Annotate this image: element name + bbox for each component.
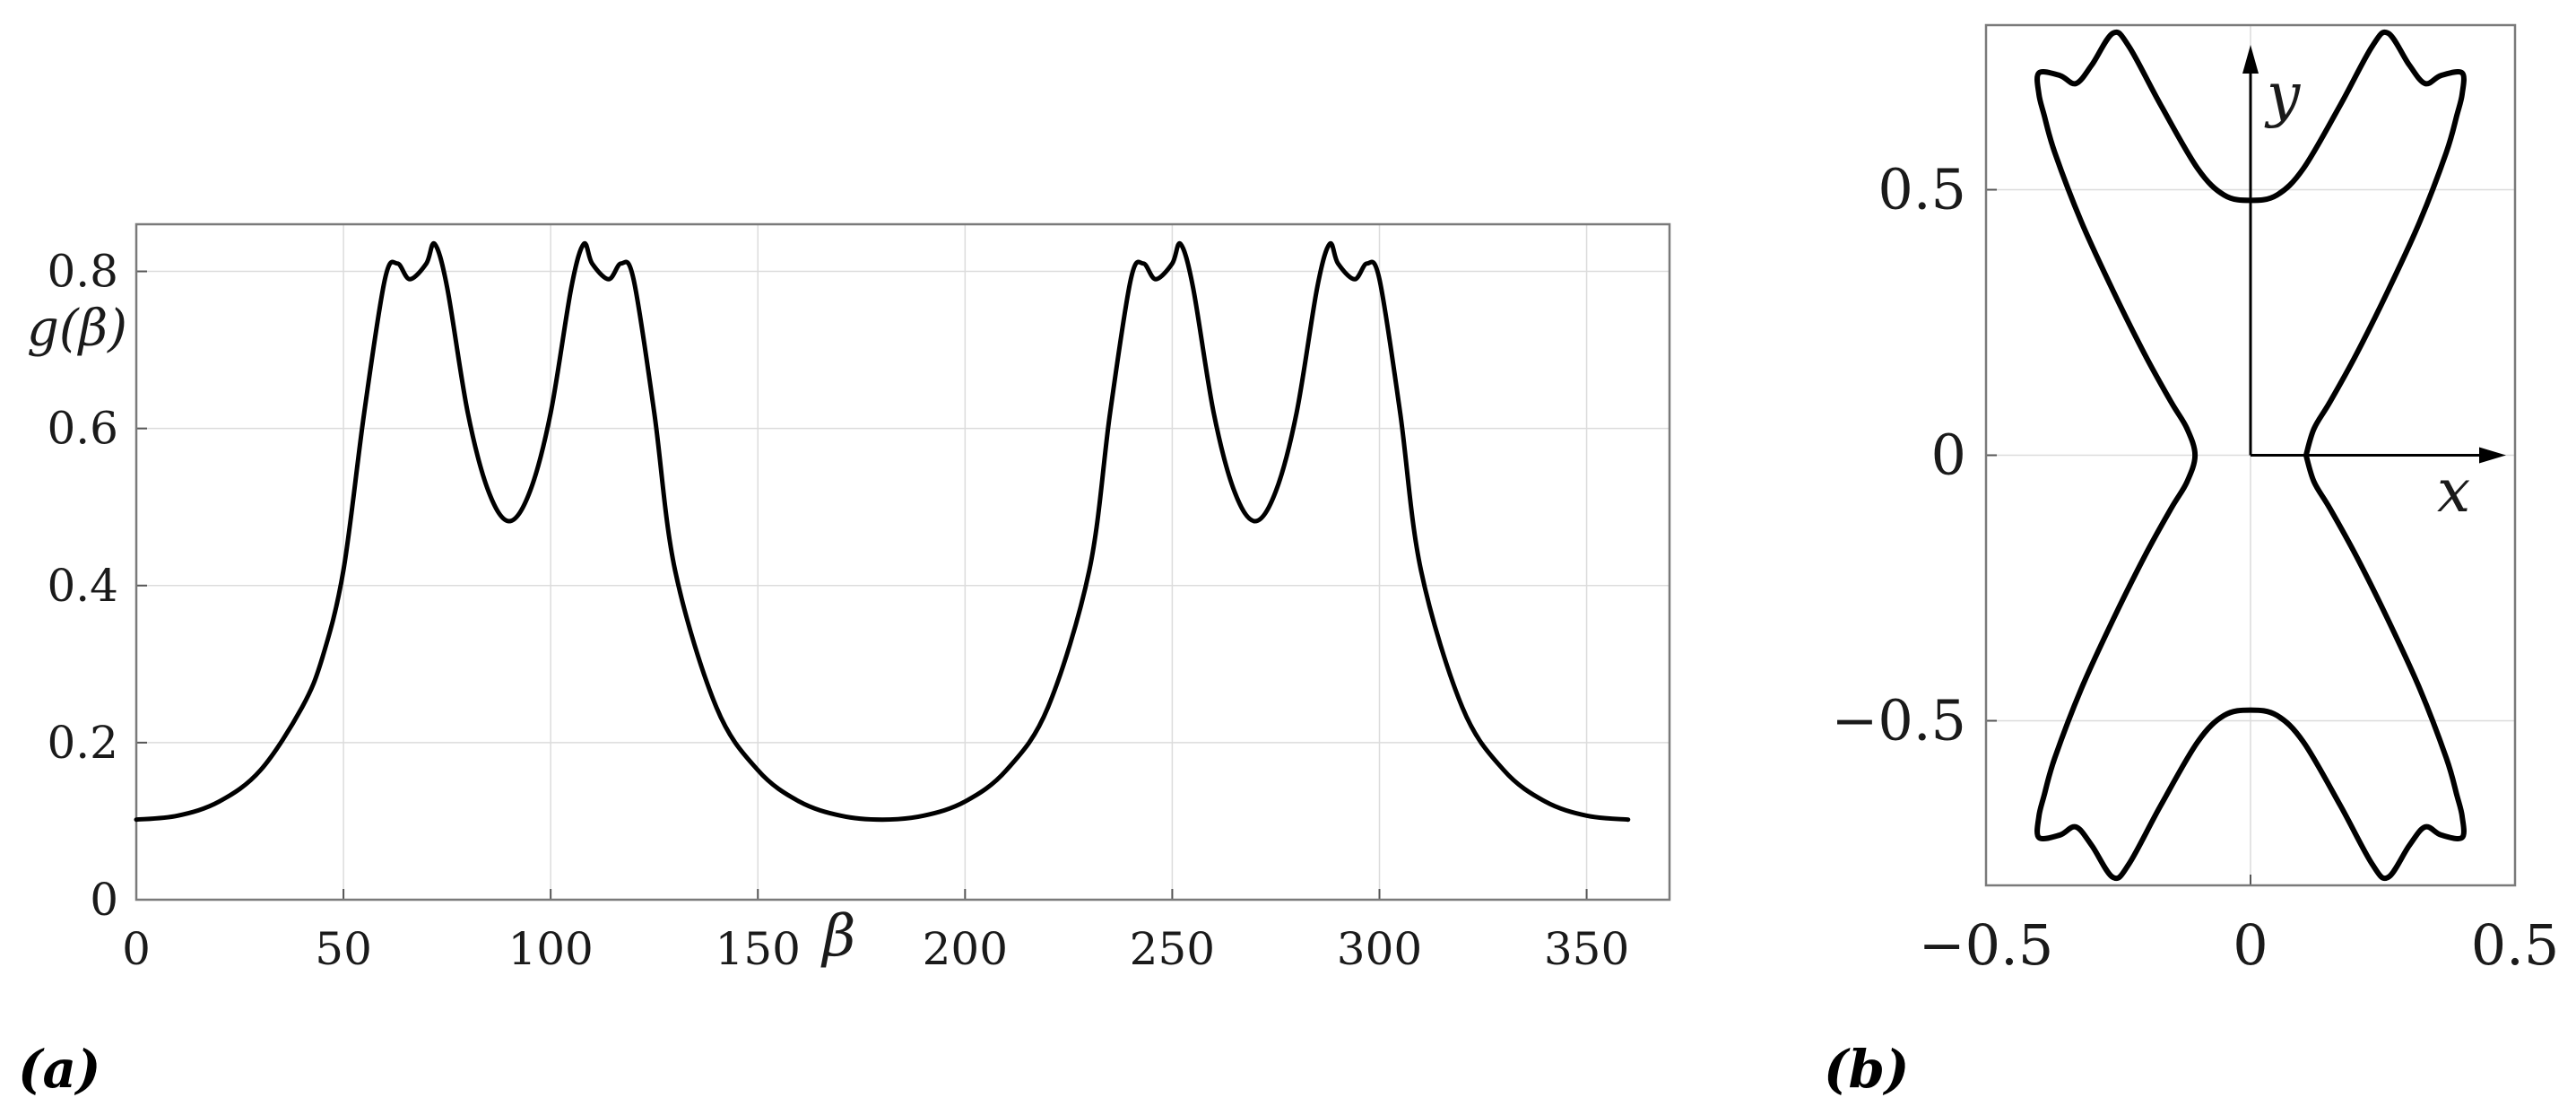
y-arrowhead-icon (2242, 45, 2259, 74)
x-tick-label: 0.5 (2471, 912, 2560, 978)
x-tick-label: 50 (315, 923, 372, 975)
chart-b-x-ticks: −0.5 0 0.5 (1919, 912, 2560, 978)
x-arrowhead-icon (2479, 447, 2506, 464)
x-tick-label: 150 (716, 923, 801, 975)
y-tick-label: −0.5 (1831, 687, 1966, 753)
y-tick-label: 0.8 (47, 246, 118, 298)
chart-a-x-axis-label: β (820, 903, 855, 970)
chart-b-y-ticks: −0.5 0 0.5 (1831, 157, 1966, 753)
y-tick-label: 0 (90, 874, 118, 926)
chart-a: 0 50 100 150 200 250 300 350 0 0.2 0.4 0.6 0.8 β g(… (18, 222, 1671, 1100)
x-tick-label: 250 (1130, 923, 1215, 975)
x-tick-label: 0 (122, 923, 151, 975)
x-tick-label: 100 (507, 923, 593, 975)
chart-a-y-ticks: 0 0.2 0.4 0.6 0.8 (47, 246, 118, 926)
x-tick-label: 300 (1337, 923, 1422, 975)
y-tick-label: 0.2 (47, 717, 118, 769)
x-tick-label: 200 (923, 923, 1008, 975)
chart-b-x-axis-label: x (2437, 457, 2470, 526)
chart-a-x-ticks: 0 50 100 150 200 250 300 350 (122, 923, 1629, 975)
y-tick-label: 0.5 (1878, 157, 1966, 222)
y-tick-label: 0.4 (47, 560, 118, 612)
x-tick-label: 350 (1544, 923, 1629, 975)
chart-a-series-line (134, 240, 1631, 823)
chart-a-grid (135, 224, 1670, 901)
chart-b-y-axis-label: y (2264, 60, 2301, 129)
x-tick-label: 0 (2233, 912, 2268, 978)
panel-label-b: (b) (1824, 1039, 1909, 1100)
chart-b: −0.5 0 0.5 −0.5 0 0.5 x y (b) (1824, 23, 2560, 1100)
y-tick-label: 0.6 (47, 403, 118, 455)
chart-a-frame (134, 222, 1671, 902)
y-tick-label: 0 (1931, 422, 1966, 488)
chart-a-y-axis-label: g(β) (27, 300, 127, 358)
chart-b-contour-line (2034, 29, 2467, 882)
panel-label-a: (a) (18, 1039, 100, 1100)
x-tick-label: −0.5 (1919, 912, 2054, 978)
chart-b-frame (1984, 23, 2517, 887)
